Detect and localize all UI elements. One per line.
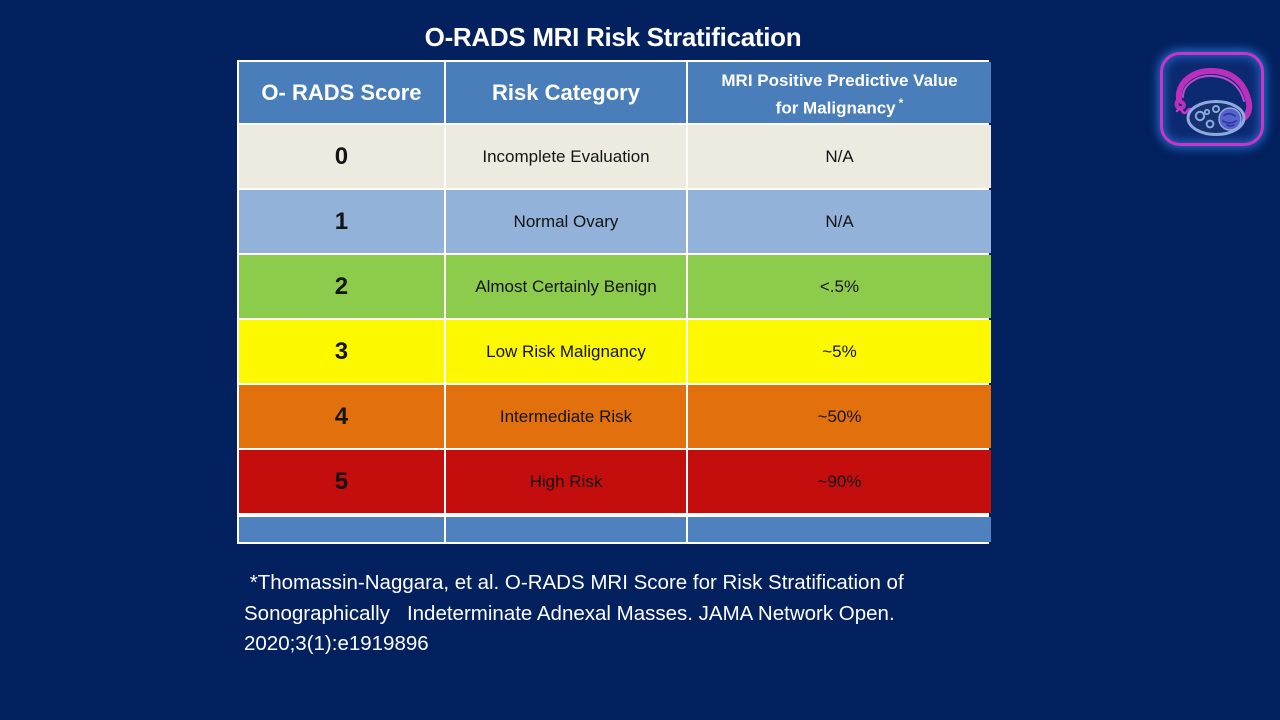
table-empty-footer-row	[239, 515, 991, 542]
category-cell: Normal Ovary	[445, 190, 687, 253]
col-header-ppv: MRI Positive Predictive Value for Malign…	[688, 62, 991, 123]
score-cell: 5	[239, 450, 444, 513]
citation-line-1: *Thomassin-Naggara, et al. O-RADS MRI Sc…	[244, 571, 904, 594]
empty-cell	[445, 517, 687, 542]
col-header-score: O- RADS Score	[239, 62, 444, 123]
risk-stratification-table: O- RADS Score Risk Category MRI Positive…	[237, 60, 991, 544]
ppv-cell: ~90%	[688, 450, 991, 513]
table-row-score-2: 2 Almost Certainly Benign <.5%	[239, 255, 991, 318]
table-header-row: O- RADS Score Risk Category MRI Positive…	[239, 62, 991, 123]
col-header-ppv-line1: MRI Positive Predictive Value	[721, 71, 958, 90]
empty-cell	[688, 517, 991, 542]
citation-text: *Thomassin-Naggara, et al. O-RADS MRI Sc…	[244, 568, 1004, 660]
score-cell: 1	[239, 190, 444, 253]
category-cell: Incomplete Evaluation	[445, 125, 687, 188]
table-row-score-1: 1 Normal Ovary N/A	[239, 190, 991, 253]
category-cell: Low Risk Malignancy	[445, 320, 687, 383]
ppv-cell: N/A	[688, 125, 991, 188]
score-cell: 0	[239, 125, 444, 188]
score-cell: 3	[239, 320, 444, 383]
table-row-score-5: 5 High Risk ~90%	[239, 450, 991, 513]
slide-title: O-RADS MRI Risk Stratification	[424, 22, 802, 52]
score-cell: 4	[239, 385, 444, 448]
category-cell: Almost Certainly Benign	[445, 255, 687, 318]
ovary-fallopian-tube-icon	[1174, 67, 1253, 136]
empty-cell	[239, 517, 444, 542]
ppv-cell: N/A	[688, 190, 991, 253]
citation-line-3: 2020;3(1):e1919896	[244, 632, 429, 655]
score-cell: 2	[239, 255, 444, 318]
ppv-cell: ~5%	[688, 320, 991, 383]
col-header-ppv-line2: for Malignancy	[775, 98, 896, 118]
practice-logo	[1160, 52, 1264, 146]
asterisk-footnote-marker: *	[898, 96, 904, 110]
category-cell: High Risk	[445, 450, 687, 513]
ppv-cell: <.5%	[688, 255, 991, 318]
col-header-category: Risk Category	[445, 62, 687, 123]
ppv-cell: ~50%	[688, 385, 991, 448]
category-cell: Intermediate Risk	[445, 385, 687, 448]
table-row-score-0: 0 Incomplete Evaluation N/A	[239, 125, 991, 188]
table-row-score-4: 4 Intermediate Risk ~50%	[239, 385, 991, 448]
citation-line-2: Sonographically Indeterminate Adnexal Ma…	[244, 601, 895, 625]
table-row-score-3: 3 Low Risk Malignancy ~5%	[239, 320, 991, 383]
